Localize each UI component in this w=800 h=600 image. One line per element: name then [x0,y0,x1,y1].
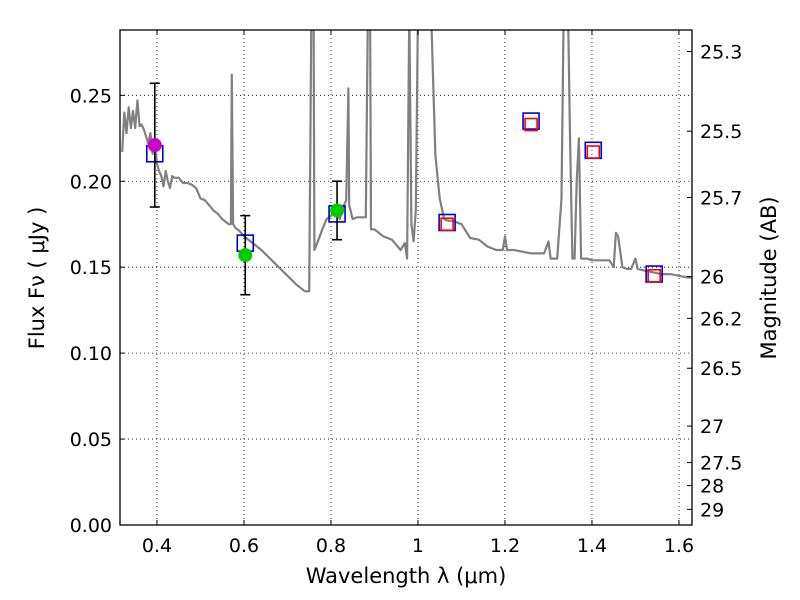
y-axis-title: Flux Fν ( μJy ) [25,207,49,350]
right-tick-label: 29 [700,499,724,521]
x-tick-label: 0.8 [316,535,346,557]
y-tick-label: 0.00 [70,515,112,537]
right-tick-label: 25.3 [700,42,742,64]
y-tick-label: 0.20 [70,171,112,193]
y-tick-label: 0.25 [70,85,112,107]
spectrum-line [121,30,692,293]
x-tick-label: 1.2 [490,535,520,557]
x-tick-label: 1.6 [664,535,694,557]
y-tick-label: 0.10 [70,343,112,365]
x-tick-label: 0.4 [142,535,172,557]
x-axis-title: Wavelength λ (μm) [306,564,507,588]
right-tick-label: 28 [700,476,724,498]
y-tick-label: 0.15 [70,257,112,279]
right-tick-label: 27 [700,416,724,438]
upper-limit-marker [586,145,601,159]
axis-ticks [120,30,692,526]
model-photometry-marker [522,112,540,130]
upper-limit-marker [647,268,661,283]
upper-limit-marker [524,117,538,132]
right-tick-label: 26 [700,267,724,289]
y-tick-label: 0.05 [70,429,112,451]
observed-point [330,203,345,218]
right-tick-label: 27.5 [700,453,742,475]
right-tick-label: 26.5 [700,358,742,380]
tick-labels: 0.4 0.6 0.8 1 1.2 1.4 1.6 0.00 0.05 0.10 0.15 0.20 0… [70,42,743,557]
observed-point [238,248,253,263]
upper-limit-marker [440,217,454,232]
right-tick-label: 25.5 [700,121,742,143]
data-series [121,30,692,296]
x-tick-label: 0.6 [229,535,259,557]
observed-point [147,138,162,153]
x-tick-label: 1.4 [577,535,607,557]
plot-frame [119,29,693,526]
right-axis-title: Magnitude (AB) [757,196,781,359]
right-tick-label: 25.7 [700,187,742,209]
x-tick-label: 1 [412,535,424,557]
right-tick-label: 26.2 [700,308,742,330]
grid-lines [120,30,692,526]
